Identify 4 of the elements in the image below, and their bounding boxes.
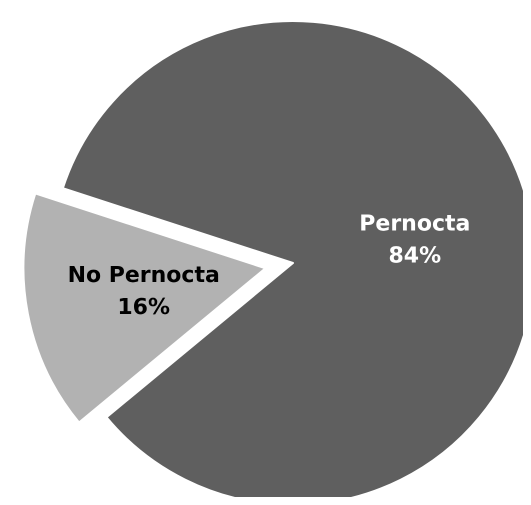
slice-label: Pernocta (359, 211, 470, 236)
slice-label: No Pernocta (68, 262, 220, 288)
data-label: 16% (117, 294, 170, 320)
data-label: 84% (388, 243, 442, 268)
